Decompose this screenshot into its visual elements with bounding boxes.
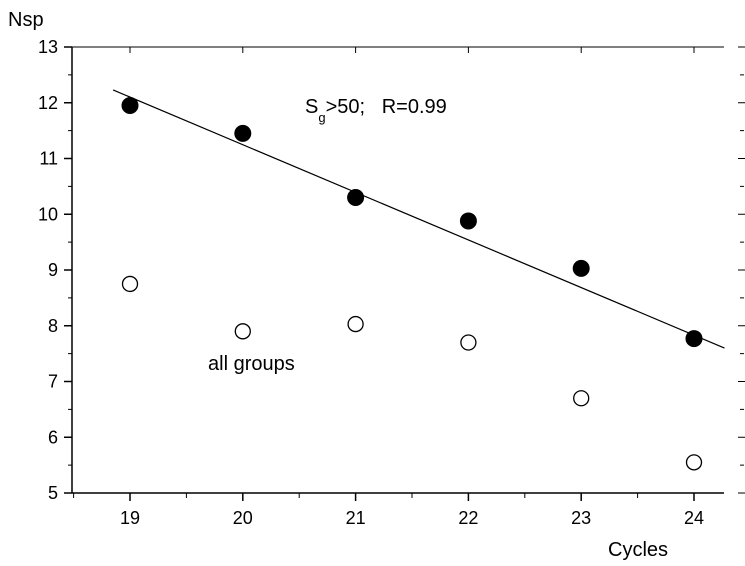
filled-point <box>572 259 590 277</box>
fit-line-group <box>112 89 725 349</box>
fit-annotation-rest: >50; R=0.99 <box>326 96 447 118</box>
right-axis-ticks <box>738 46 745 494</box>
axis-ticks <box>64 46 695 501</box>
open-point <box>460 334 477 351</box>
y-tick-label: 7 <box>48 372 58 392</box>
filled-point <box>685 330 703 348</box>
y-tick-label: 12 <box>38 93 58 113</box>
y-tick-label: 8 <box>48 316 58 336</box>
y-tick-label: 13 <box>38 37 58 57</box>
x-tick-label: 21 <box>346 508 366 528</box>
open-point <box>347 315 364 333</box>
y-axis-title: Nsp <box>8 9 44 31</box>
filled-point <box>121 97 139 115</box>
filled-point <box>459 212 477 230</box>
open-point <box>573 390 590 407</box>
x-tick-label: 24 <box>684 508 704 528</box>
y-tick-label: 10 <box>38 204 58 224</box>
filled-point <box>234 124 252 142</box>
y-tick-label: 6 <box>48 427 58 447</box>
open-point <box>685 454 703 471</box>
open-series-annotation: all groups <box>208 353 295 375</box>
fit-line <box>112 89 725 349</box>
x-tick-label: 19 <box>120 508 140 528</box>
x-tick-label: 20 <box>233 508 253 528</box>
filled-point <box>347 189 365 207</box>
open-point <box>121 275 139 293</box>
open-point <box>234 323 251 340</box>
tick-labels: 5 6 7 8 9 10 11 12 13 19 20 21 22 23 24 <box>38 37 704 528</box>
x-axis-title: Cycles <box>608 539 668 561</box>
fit-annotation-main: S <box>305 96 318 118</box>
y-tick-label: 9 <box>48 260 58 280</box>
y-tick-label: 11 <box>39 149 58 169</box>
y-tick-label: 5 <box>48 483 58 503</box>
fit-annotation-sub: g <box>318 110 325 125</box>
x-tick-label: 23 <box>571 508 591 528</box>
data-points <box>121 97 703 471</box>
x-tick-label: 22 <box>458 508 478 528</box>
fit-annotation: Sg>50; R=0.99 <box>305 96 447 125</box>
